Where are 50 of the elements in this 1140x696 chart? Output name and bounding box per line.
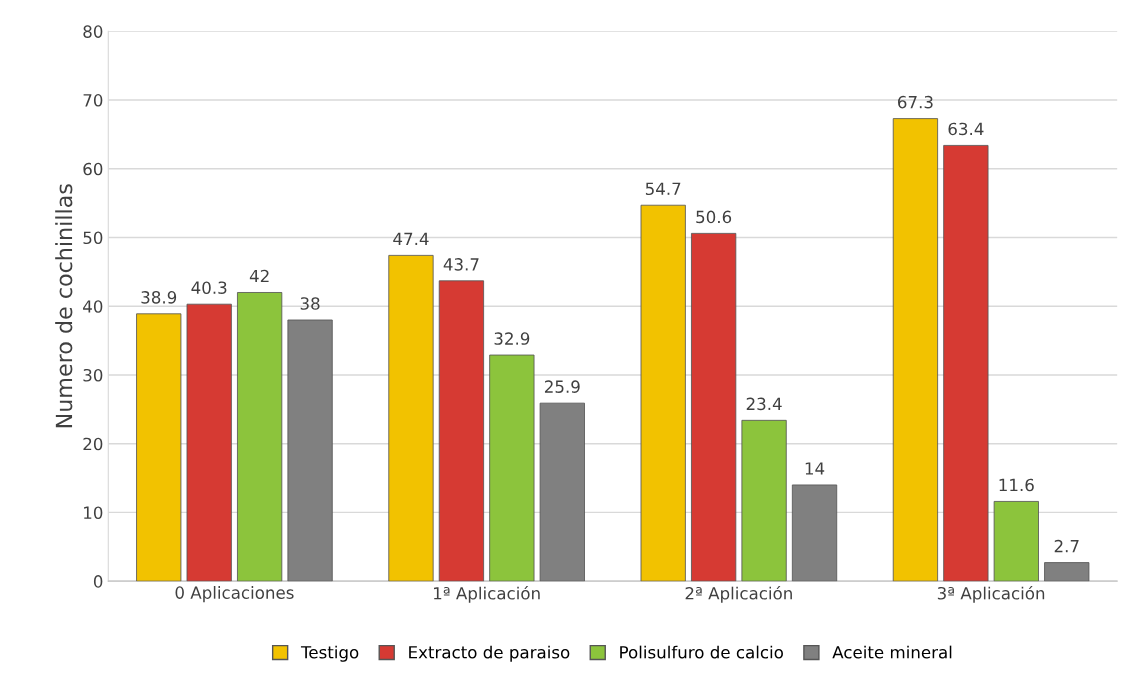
bar <box>237 292 283 582</box>
legend-label: Extracto de paraiso <box>409 645 570 662</box>
bar <box>539 402 585 582</box>
y-tick-label: 80 <box>83 25 103 38</box>
x-tick-label: 2ª Aplicación <box>685 586 792 603</box>
x-tick-label: 1ª Aplicación <box>434 586 540 603</box>
bar <box>943 144 989 582</box>
x-tick-label: 3ª Aplicación <box>937 586 1045 603</box>
data-label: 42 <box>249 269 269 283</box>
bar <box>388 254 434 582</box>
y-tick-label: 40 <box>83 300 103 313</box>
y-tick-label: 10 <box>84 506 103 519</box>
y-tick-label: 70 <box>83 94 103 107</box>
data-label: 40.3 <box>191 281 227 294</box>
data-label: 50.6 <box>696 210 732 224</box>
data-label: 32.9 <box>494 332 530 345</box>
y-tick-label: 60 <box>83 162 103 176</box>
data-label: 11.6 <box>999 478 1034 492</box>
x-tick-label: 0 Aplicaciones <box>175 586 294 603</box>
bar <box>186 303 232 582</box>
bar <box>993 501 1039 582</box>
bar <box>136 313 182 582</box>
bar <box>1044 562 1090 582</box>
y-tick-label: 30 <box>83 368 103 382</box>
data-label: 38.9 <box>141 291 177 304</box>
bar <box>791 484 838 582</box>
data-label: 43.7 <box>443 258 479 271</box>
bar <box>691 232 737 582</box>
data-label: 25.9 <box>544 380 580 393</box>
bar <box>640 204 686 582</box>
data-label: 54.7 <box>645 182 681 196</box>
bar <box>741 419 787 582</box>
legend-label: Testigo <box>300 645 359 662</box>
y-tick-label: 20 <box>83 437 103 451</box>
legend-label: Polisulfuro de calcio <box>620 645 783 659</box>
y-tick-label: 0 <box>93 575 103 588</box>
bar <box>489 354 535 582</box>
y-tick-label: 50 <box>83 231 103 245</box>
data-label: 38 <box>300 297 320 310</box>
bar <box>438 280 485 582</box>
data-label: 67.3 <box>898 95 933 109</box>
y-axis-title: Numero de cochinillas <box>55 184 73 428</box>
bar <box>892 118 939 582</box>
data-label: 23.4 <box>746 397 782 411</box>
legend-label: Aceite mineral <box>832 645 952 659</box>
bar <box>287 319 333 582</box>
data-label: 63.4 <box>948 122 984 136</box>
data-label: 2.7 <box>1054 539 1079 553</box>
data-label: 14 <box>805 462 825 475</box>
data-label: 47.4 <box>393 232 429 245</box>
